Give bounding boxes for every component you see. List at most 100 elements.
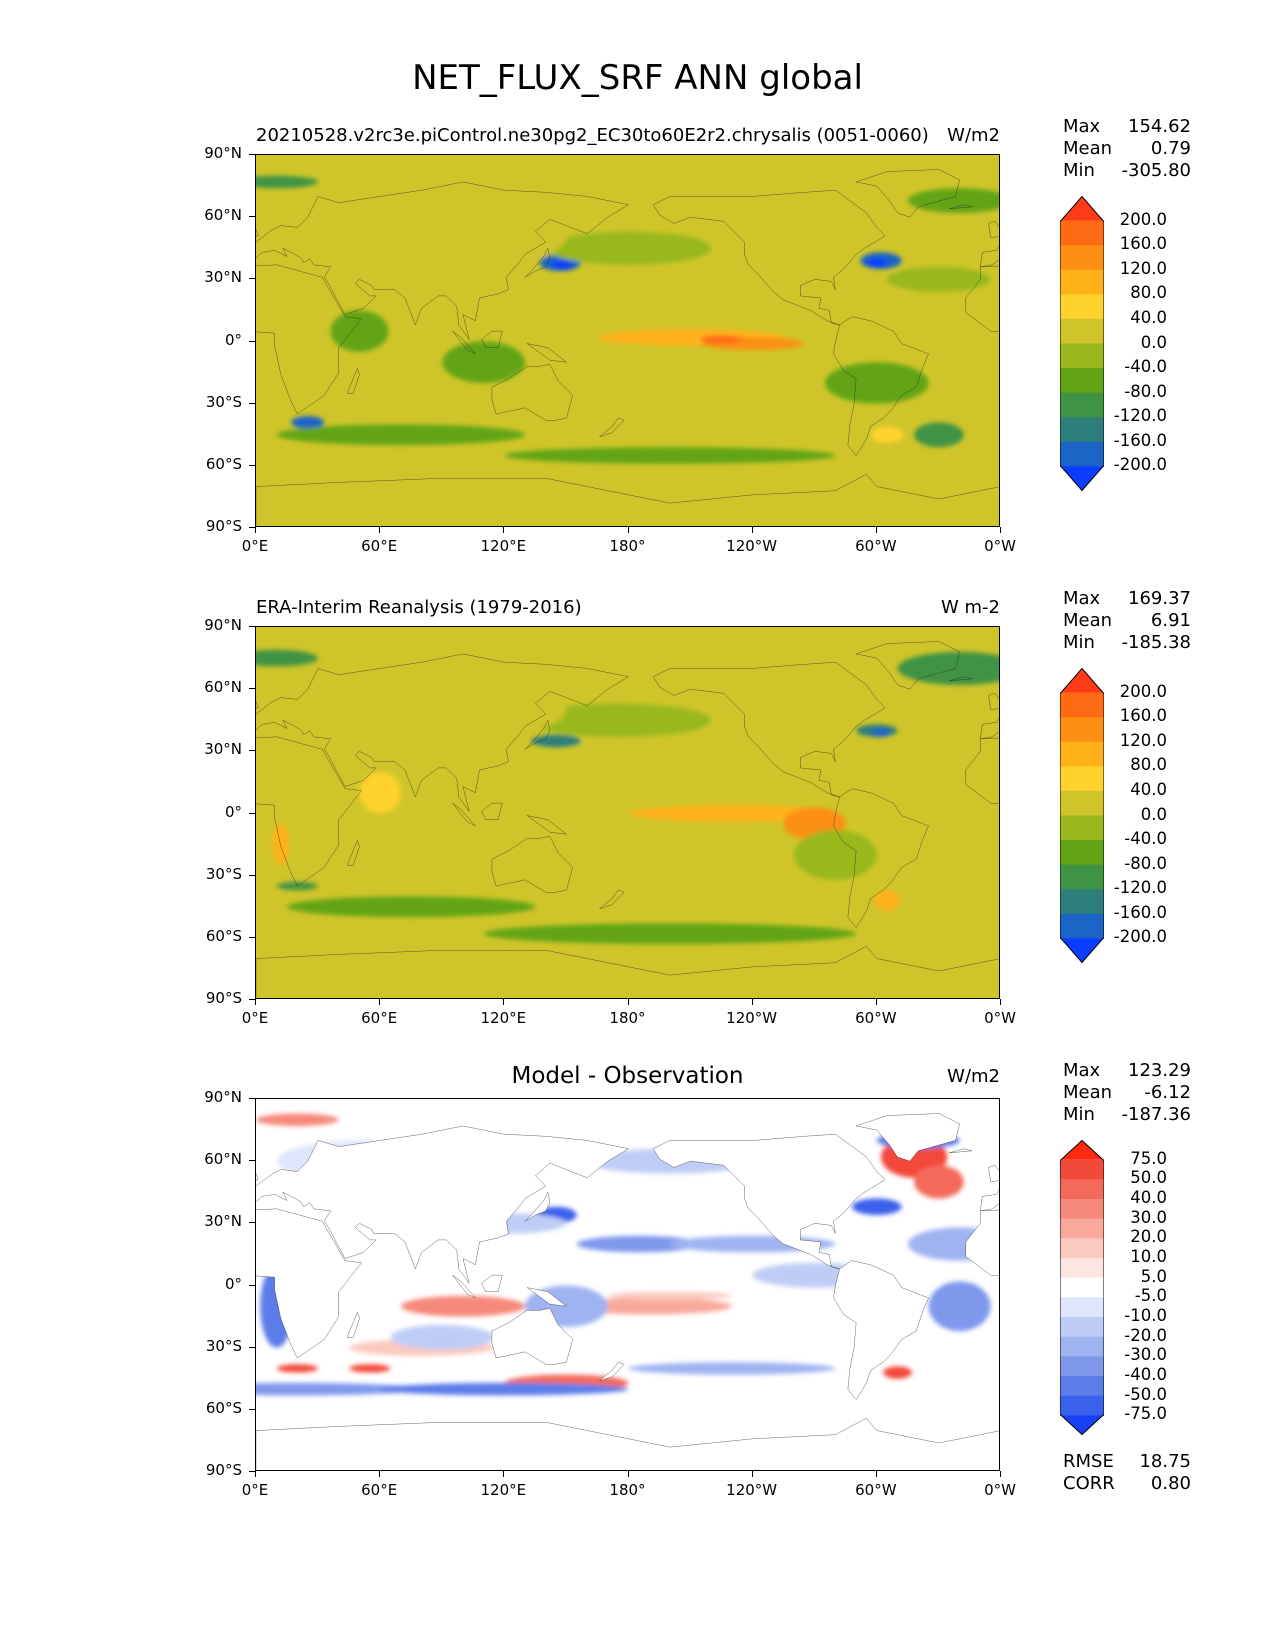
stat-value: -305.80 xyxy=(1121,160,1191,181)
panel-units: W m-2 xyxy=(940,597,1000,618)
stat-label: Mean xyxy=(1063,138,1113,159)
field-contour-8 xyxy=(566,1297,732,1315)
colorbar-label: -5.0 xyxy=(1134,1286,1167,1306)
coastline-6 xyxy=(256,474,1000,527)
colorbar-segment xyxy=(1060,294,1104,320)
colorbar-segment xyxy=(1060,1179,1104,1200)
panel-title-center: Model - Observation xyxy=(511,1063,744,1089)
panel-title-left: ERA-Interim Reanalysis (1979-2016) xyxy=(256,597,582,618)
field-contour-14 xyxy=(318,678,567,741)
coastline-6 xyxy=(256,946,1000,999)
lat-tick xyxy=(249,154,255,155)
colorbar-segment xyxy=(1060,441,1104,467)
stat-row: Max 123.29 xyxy=(1063,1060,1191,1082)
colorbar-segment xyxy=(1060,392,1104,418)
coastline-1 xyxy=(256,1126,629,1283)
lon-tick-label: 60°E xyxy=(361,1481,398,1499)
coastline-3 xyxy=(653,190,885,325)
field-contour-12 xyxy=(525,703,712,737)
colorbar-segment xyxy=(1060,1297,1104,1318)
map-field xyxy=(256,1099,999,1470)
lat-tick xyxy=(249,688,255,690)
colorbar xyxy=(1059,1139,1105,1436)
lon-tick xyxy=(1000,999,1001,1005)
colorbar-segment xyxy=(1060,1376,1104,1397)
metric-row: CORR 0.80 xyxy=(1063,1473,1191,1495)
lon-tick-label: 180° xyxy=(609,1009,646,1027)
lon-tick-label: 120°W xyxy=(726,1009,778,1027)
coastline-11 xyxy=(453,803,476,826)
colorbar-label: -160.0 xyxy=(1113,430,1167,450)
coastline-4 xyxy=(833,317,928,456)
field-contour-8 xyxy=(870,426,904,444)
lon-tick-label: 60°W xyxy=(855,537,897,555)
field-contour-1 xyxy=(349,1364,391,1373)
stat-label: Max xyxy=(1063,116,1101,137)
lat-tick xyxy=(249,1471,255,1472)
coastline-0 xyxy=(966,1209,999,1358)
lat-tick xyxy=(249,278,255,280)
coastline-13 xyxy=(600,1362,625,1381)
colorbar-label: -30.0 xyxy=(1124,1345,1167,1365)
metric-row: RMSE 18.75 xyxy=(1063,1451,1191,1473)
lat-tick xyxy=(249,527,255,528)
colorbar-segment xyxy=(1060,889,1104,915)
colorbar-segment xyxy=(1060,465,1104,491)
model-panel: 20210528.v2rc3e.piControl.ne30pg2_EC30to… xyxy=(0,0,1275,555)
lat-tick xyxy=(249,1160,255,1162)
field-contour-6 xyxy=(866,258,888,267)
field-contour-13 xyxy=(794,830,877,880)
coastline-11 xyxy=(453,331,476,354)
lon-tick-label: 0°W xyxy=(984,1009,1016,1027)
lat-tick xyxy=(249,750,255,752)
stat-value: -185.38 xyxy=(1121,632,1191,653)
coastline-1 xyxy=(256,654,629,811)
colorbar-label: -120.0 xyxy=(1113,878,1167,898)
field-contour-14 xyxy=(442,341,526,383)
field-contour-7 xyxy=(576,1235,701,1253)
lat-tick-label: 60°N xyxy=(204,206,242,225)
colorbar-label: -75.0 xyxy=(1124,1404,1167,1424)
colorbar-segment xyxy=(1060,1238,1104,1259)
colorbar-segment xyxy=(1060,269,1104,295)
coastline-0 xyxy=(966,265,1000,414)
field-contour-2 xyxy=(883,1366,913,1379)
map-plot xyxy=(255,1098,1000,1471)
coastline-6 xyxy=(256,1418,999,1470)
colorbar-segment xyxy=(1060,1317,1104,1338)
colorbar-segment xyxy=(1060,1258,1104,1279)
colorbar-container xyxy=(1059,667,1105,964)
colorbar-label: 30.0 xyxy=(1130,1207,1167,1227)
field-contour-11 xyxy=(907,188,999,214)
panel-units: W/m2 xyxy=(947,125,1000,146)
colorbar-segment xyxy=(1060,1199,1104,1220)
field-contour-17 xyxy=(887,266,991,292)
colorbar-segment xyxy=(1060,864,1104,890)
coastline-10 xyxy=(482,803,503,820)
lon-tick-label: 60°W xyxy=(855,1481,897,1499)
field-contour-9 xyxy=(483,923,857,945)
field-contour-7 xyxy=(874,890,900,911)
field-contour-6 xyxy=(400,1295,526,1317)
metric-value: 0.80 xyxy=(1150,1473,1191,1494)
lon-tick-label: 0°E xyxy=(241,1009,269,1027)
stat-label: Max xyxy=(1063,588,1101,609)
field-contour-0 xyxy=(628,805,836,822)
stat-row: Mean 0.79 xyxy=(1063,138,1191,160)
lon-tick xyxy=(1000,527,1001,533)
colorbar-segment xyxy=(1060,1336,1104,1357)
field-contour-7 xyxy=(291,416,325,429)
metrics-block: RMSE 18.75 CORR 0.80 xyxy=(1063,1451,1191,1495)
coastline-13 xyxy=(600,418,625,437)
colorbar-label: 200.0 xyxy=(1119,209,1167,229)
lat-tick xyxy=(249,340,255,342)
colorbar-label: 75.0 xyxy=(1130,1148,1167,1168)
colorbar-label: -160.0 xyxy=(1113,902,1167,922)
panel-units: W/m2 xyxy=(947,1066,1000,1087)
coastline-3 xyxy=(653,1134,885,1269)
stat-row: Mean 6.91 xyxy=(1063,610,1191,632)
lon-tick xyxy=(875,1471,877,1477)
coastline-4 xyxy=(833,1261,928,1400)
stat-value: 123.29 xyxy=(1128,1060,1191,1081)
lon-tick xyxy=(875,527,877,533)
